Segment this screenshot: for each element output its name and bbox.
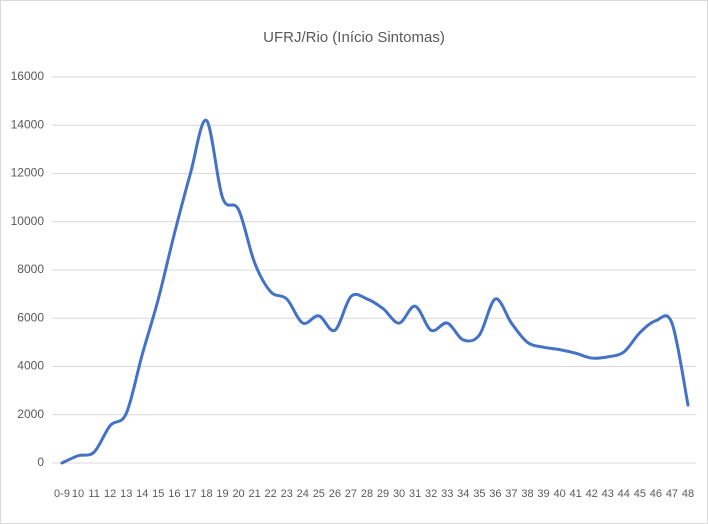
x-tick-label: 0-9 [54, 488, 70, 500]
y-tick-label: 10000 [11, 214, 45, 228]
x-tick-label: 14 [136, 488, 148, 500]
x-tick-label: 34 [457, 488, 469, 500]
x-tick-label: 21 [248, 488, 260, 500]
x-tick-label: 19 [216, 488, 228, 500]
x-tick-label: 41 [570, 488, 582, 500]
series-line [60, 118, 690, 465]
y-tick-label: 14000 [11, 117, 45, 131]
x-tick-label: 37 [505, 488, 517, 500]
x-tick-label: 17 [184, 488, 196, 500]
y-tick-label: 2000 [17, 407, 44, 421]
y-tick-label: 8000 [17, 262, 44, 276]
x-tick-label: 31 [409, 488, 421, 500]
chart-title: UFRJ/Rio (Início Sintomas) [263, 29, 445, 46]
x-tick-label: 23 [281, 488, 293, 500]
x-tick-label: 22 [265, 488, 277, 500]
x-tick-label: 46 [650, 488, 662, 500]
x-tick-label: 44 [618, 488, 630, 500]
x-tick-label: 11 [88, 488, 99, 500]
y-tick-label: 0 [37, 455, 44, 469]
x-tick-label: 32 [425, 488, 437, 500]
x-tick-label: 47 [666, 488, 678, 500]
x-tick-label: 40 [553, 488, 565, 500]
x-tick-label: 38 [521, 488, 533, 500]
x-tick-label: 15 [152, 488, 164, 500]
x-tick-label: 27 [345, 488, 357, 500]
y-tick-label: 12000 [11, 166, 45, 180]
y-tick-label: 4000 [17, 359, 44, 373]
x-tick-label: 26 [329, 488, 341, 500]
x-tick-label: 24 [297, 488, 309, 500]
x-tick-label: 30 [393, 488, 405, 500]
x-tick-label: 16 [168, 488, 180, 500]
x-tick-label: 18 [200, 488, 212, 500]
y-tick-label: 16000 [11, 69, 45, 83]
x-tick-label: 29 [377, 488, 389, 500]
x-tick-label: 28 [361, 488, 373, 500]
x-tick-label: 35 [473, 488, 485, 500]
x-tick-label: 10 [72, 488, 84, 500]
x-tick-label: 20 [232, 488, 244, 500]
x-tick-label: 33 [441, 488, 453, 500]
x-tick-label: 13 [120, 488, 132, 500]
x-tick-label: 12 [104, 488, 116, 500]
x-tick-label: 45 [634, 488, 646, 500]
x-tick-label: 48 [682, 488, 694, 500]
x-tick-label: 25 [313, 488, 325, 500]
x-tick-label: 39 [537, 488, 549, 500]
y-tick-label: 6000 [17, 310, 44, 324]
x-tick-label: 36 [489, 488, 501, 500]
x-tick-label: 43 [602, 488, 614, 500]
x-tick-label: 42 [586, 488, 598, 500]
